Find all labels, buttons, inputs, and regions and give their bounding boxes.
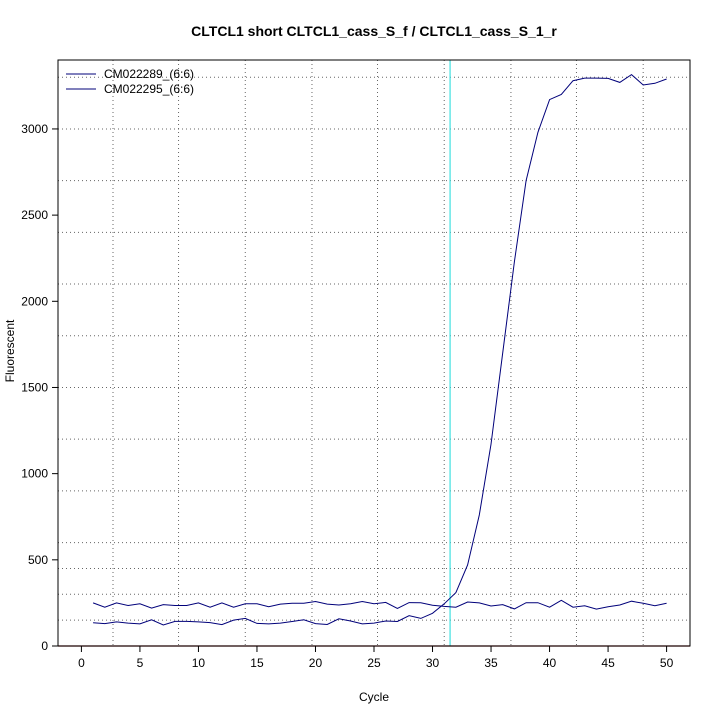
x-tick-label: 30 xyxy=(426,656,440,670)
y-tick-label: 3000 xyxy=(21,122,48,136)
x-tick-label: 40 xyxy=(543,656,557,670)
x-tick-label: 15 xyxy=(250,656,264,670)
y-axis-label: Fluorescent xyxy=(3,319,17,382)
x-tick-label: 10 xyxy=(192,656,206,670)
legend-label-2: CM022295_(6:6) xyxy=(104,82,194,96)
x-tick-label: 0 xyxy=(78,656,85,670)
series-line-1 xyxy=(92,599,667,610)
x-tick-label: 50 xyxy=(660,656,674,670)
y-tick-label: 500 xyxy=(28,553,48,567)
series-lines xyxy=(92,73,667,626)
y-tick-label: 2000 xyxy=(21,294,48,308)
x-tick-label: 25 xyxy=(367,656,381,670)
legend: CM022289_(6:6) CM022295_(6:6) xyxy=(66,67,194,96)
y-tick-label: 2500 xyxy=(21,208,48,222)
x-tick-label: 35 xyxy=(484,656,498,670)
x-tick-label: 45 xyxy=(601,656,615,670)
x-tick-label: 20 xyxy=(309,656,323,670)
chart-title: CLTCL1 short CLTCL1_cass_S_f / CLTCL1_ca… xyxy=(191,23,557,39)
series-line-2 xyxy=(93,73,667,626)
legend-label-1: CM022289_(6:6) xyxy=(104,67,194,81)
x-axis-label: Cycle xyxy=(359,690,389,704)
y-tick-label: 1500 xyxy=(21,380,48,394)
y-tick-label: 0 xyxy=(41,639,48,653)
axes: 0 5 10 15 20 25 30 35 40 45 5005001000150020002500… xyxy=(21,59,691,670)
x-tick-label: 5 xyxy=(137,656,144,670)
grid-lines xyxy=(58,60,690,646)
y-tick-label: 1000 xyxy=(21,467,48,481)
